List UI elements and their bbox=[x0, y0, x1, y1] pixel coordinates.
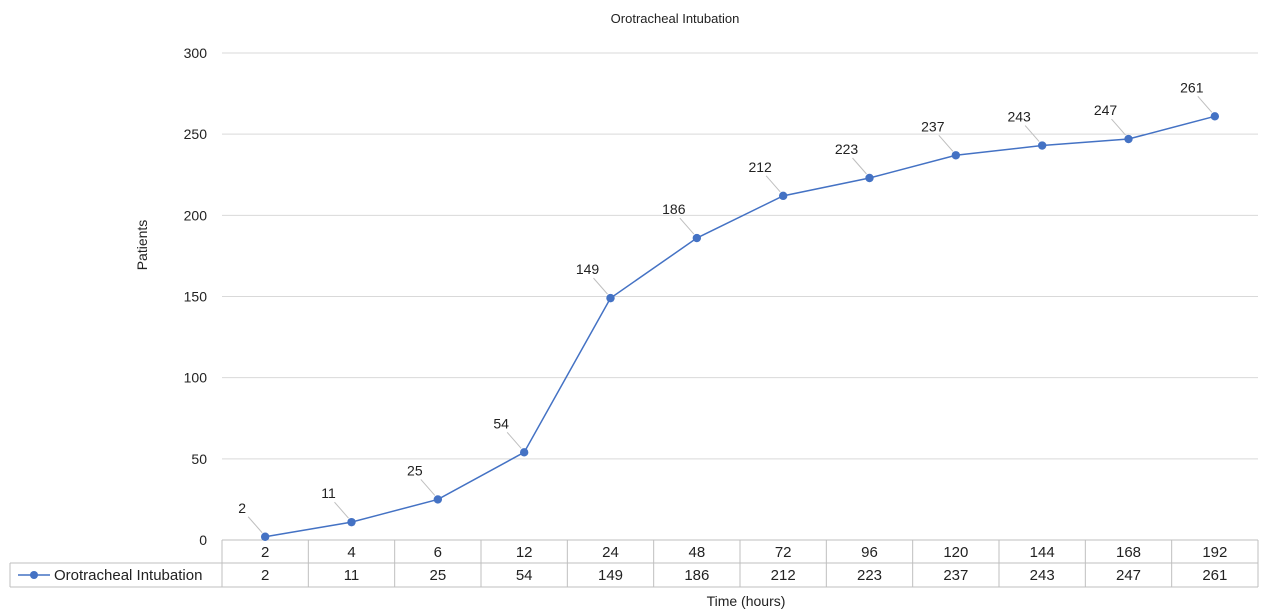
leader-line bbox=[938, 134, 954, 152]
leader-line bbox=[852, 157, 867, 175]
data-label: 54 bbox=[493, 415, 509, 431]
data-label: 25 bbox=[407, 462, 423, 478]
y-axis-ticks: 0 50 100 150 200 250 300 bbox=[184, 45, 208, 548]
leader-line bbox=[247, 516, 263, 534]
leader-line bbox=[679, 217, 695, 235]
data-label: 212 bbox=[748, 159, 772, 175]
leader-line bbox=[506, 432, 522, 449]
data-point bbox=[260, 532, 270, 541]
data-label: 11 bbox=[321, 485, 336, 501]
x-tick-label: 72 bbox=[775, 544, 792, 561]
chart-title: Orotracheal Intubation bbox=[611, 11, 740, 26]
y-tick-label: 150 bbox=[184, 289, 208, 305]
data-point bbox=[347, 517, 356, 527]
legend-marker bbox=[30, 571, 38, 579]
y-tick-label: 50 bbox=[191, 451, 207, 467]
x-tick-label: 12 bbox=[516, 544, 533, 561]
leader-line bbox=[765, 175, 781, 193]
table-value: 2 bbox=[261, 567, 269, 584]
table-value: 149 bbox=[598, 567, 623, 584]
data-label: 186 bbox=[662, 201, 686, 217]
y-tick-label: 200 bbox=[184, 207, 208, 223]
x-tick-label: 192 bbox=[1202, 544, 1227, 561]
table-value: 54 bbox=[516, 567, 533, 584]
table-value: 261 bbox=[1202, 567, 1227, 584]
legend-label: Orotracheal Intubation bbox=[54, 567, 202, 584]
x-tick-label: 4 bbox=[347, 544, 355, 561]
table-value: 243 bbox=[1030, 567, 1055, 584]
data-point bbox=[1124, 134, 1133, 144]
y-tick-label: 100 bbox=[184, 370, 208, 386]
x-tick-label: 120 bbox=[943, 544, 968, 561]
data-label: 243 bbox=[1007, 109, 1031, 125]
series-line bbox=[265, 115, 1216, 538]
table-value: 11 bbox=[344, 567, 360, 584]
table-value: 25 bbox=[429, 567, 446, 584]
table-value: 223 bbox=[857, 567, 882, 584]
y-axis-label: Patients bbox=[134, 220, 150, 271]
data-point bbox=[778, 191, 788, 201]
leader-line bbox=[593, 277, 608, 295]
leader-line bbox=[1111, 118, 1126, 136]
data-label: 223 bbox=[835, 141, 859, 157]
table-value: 186 bbox=[684, 567, 709, 584]
data-point bbox=[519, 448, 529, 457]
data-labels: 2 11 25 54 149 186 212 223 237 243 247 261 bbox=[238, 79, 1213, 534]
leader-line bbox=[1197, 95, 1213, 113]
x-tick-label: 144 bbox=[1030, 544, 1055, 561]
y-tick-label: 250 bbox=[184, 126, 208, 142]
x-tick-label: 168 bbox=[1116, 544, 1141, 561]
data-point bbox=[1037, 141, 1047, 150]
data-point bbox=[951, 151, 961, 160]
x-tick-label: 2 bbox=[261, 544, 269, 561]
y-tick-label: 0 bbox=[199, 532, 207, 548]
data-label: 237 bbox=[921, 118, 945, 134]
data-point bbox=[1210, 112, 1220, 121]
data-label: 2 bbox=[238, 500, 246, 516]
x-axis-label: Time (hours) bbox=[707, 593, 786, 609]
gridlines bbox=[222, 52, 1258, 460]
data-label: 149 bbox=[576, 261, 600, 277]
data-label: 261 bbox=[1180, 79, 1204, 95]
data-label: 247 bbox=[1094, 102, 1118, 118]
data-point bbox=[433, 495, 443, 504]
leader-line bbox=[420, 479, 436, 496]
leader-line bbox=[1024, 125, 1040, 142]
y-tick-label: 300 bbox=[184, 45, 208, 61]
x-tick-label: 24 bbox=[602, 544, 619, 561]
x-tick-label: 6 bbox=[434, 544, 442, 561]
series-orotracheal-intubation bbox=[260, 112, 1220, 541]
table-value: 212 bbox=[771, 567, 796, 584]
table-value: 247 bbox=[1116, 567, 1141, 584]
data-point bbox=[606, 293, 615, 303]
data-point bbox=[865, 173, 874, 183]
leader-line bbox=[334, 501, 349, 519]
x-tick-label: 48 bbox=[688, 544, 705, 561]
table-value: 237 bbox=[943, 567, 968, 584]
x-tick-label: 96 bbox=[861, 544, 878, 561]
data-point bbox=[692, 233, 702, 243]
